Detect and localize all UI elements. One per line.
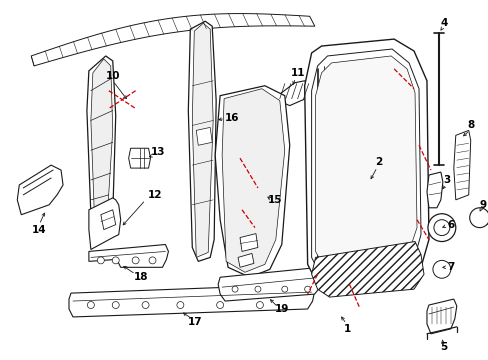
Text: 8: 8 [466, 121, 473, 130]
Polygon shape [196, 127, 212, 145]
Polygon shape [311, 49, 420, 283]
Circle shape [469, 208, 488, 228]
Polygon shape [277, 81, 309, 105]
Circle shape [256, 302, 263, 309]
Polygon shape [218, 267, 324, 301]
Circle shape [149, 257, 156, 264]
Text: 15: 15 [267, 195, 282, 205]
Text: 18: 18 [133, 272, 147, 282]
Circle shape [87, 302, 94, 309]
Polygon shape [304, 39, 428, 294]
Circle shape [304, 286, 310, 292]
Circle shape [142, 302, 149, 309]
Circle shape [97, 257, 104, 264]
Polygon shape [31, 14, 314, 66]
Circle shape [433, 220, 449, 235]
Polygon shape [240, 234, 257, 251]
Text: 13: 13 [151, 147, 165, 157]
Polygon shape [357, 174, 381, 192]
Polygon shape [192, 23, 213, 257]
Circle shape [281, 286, 287, 292]
Polygon shape [87, 56, 116, 235]
Circle shape [177, 302, 183, 309]
Polygon shape [91, 59, 113, 228]
Circle shape [427, 214, 455, 242]
Text: 12: 12 [148, 190, 163, 200]
Polygon shape [222, 89, 284, 272]
Circle shape [216, 302, 223, 309]
Text: 19: 19 [274, 304, 288, 314]
Text: 10: 10 [105, 71, 120, 81]
Polygon shape [426, 172, 442, 208]
Polygon shape [101, 210, 116, 230]
Text: 2: 2 [375, 157, 382, 167]
Text: 11: 11 [290, 68, 305, 78]
Polygon shape [89, 198, 121, 249]
Polygon shape [215, 86, 289, 277]
Circle shape [112, 257, 119, 264]
Text: 7: 7 [446, 262, 453, 272]
Circle shape [112, 302, 119, 309]
Polygon shape [426, 299, 456, 334]
Polygon shape [315, 56, 416, 275]
Text: 6: 6 [447, 220, 453, 230]
Text: 16: 16 [224, 113, 239, 123]
Circle shape [232, 286, 238, 292]
Circle shape [132, 257, 139, 264]
Polygon shape [89, 244, 168, 267]
Polygon shape [69, 284, 314, 317]
Text: 4: 4 [439, 18, 447, 28]
Text: 14: 14 [32, 225, 46, 235]
Text: 17: 17 [187, 317, 202, 327]
Polygon shape [238, 253, 253, 267]
Text: 3: 3 [442, 175, 449, 185]
Text: 5: 5 [439, 342, 447, 352]
Text: 9: 9 [478, 200, 485, 210]
Polygon shape [453, 130, 470, 200]
Polygon shape [17, 165, 63, 215]
Polygon shape [311, 242, 423, 297]
Polygon shape [188, 21, 216, 261]
Polygon shape [128, 148, 150, 168]
Circle shape [254, 286, 261, 292]
Text: 1: 1 [343, 324, 350, 334]
Circle shape [432, 260, 450, 278]
